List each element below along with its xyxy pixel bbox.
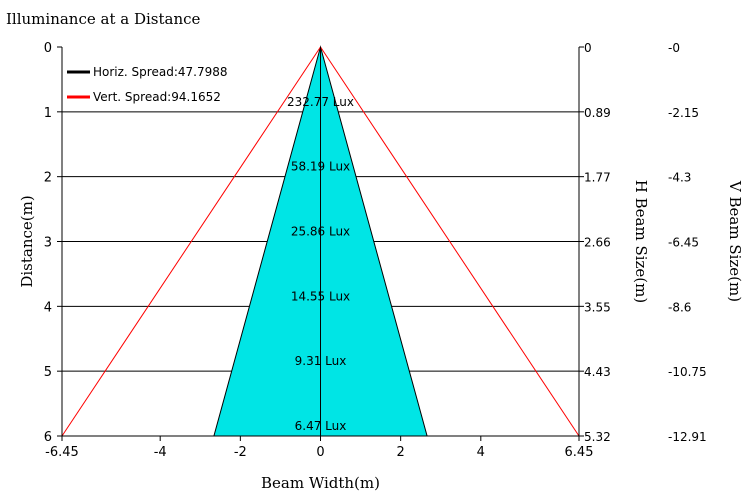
lux-label: 6.47 Lux (295, 419, 347, 433)
x-tick-label: -6.45 (45, 445, 79, 460)
lux-label: 14.55 Lux (291, 289, 350, 303)
lux-label: 25.86 Lux (291, 225, 350, 239)
h-beam-tick-label: 3.55 (584, 300, 611, 314)
lux-label: 9.31 Lux (295, 354, 347, 368)
v-beam-tick-label: -4.3 (668, 171, 691, 185)
h-beam-tick-label: 2.66 (584, 236, 611, 250)
x-tick-label: 2 (397, 445, 405, 460)
x-tick-label: 4 (477, 445, 485, 460)
chart-title: Illuminance at a Distance (6, 10, 201, 28)
h-beam-axis-label: H Beam Size(m) (632, 180, 650, 303)
x-axis-label: Beam Width(m) (261, 474, 380, 492)
vertical-spread-left-line (61, 46, 321, 437)
legend-entry: Horiz. Spread:47.7988 (93, 65, 227, 79)
y-tick-label: 4 (44, 300, 52, 315)
v-beam-tick-label: -12.91 (668, 430, 707, 444)
lux-label: 232.77 Lux (287, 95, 354, 109)
v-beam-tick-label: -10.75 (668, 365, 707, 379)
x-tick-label: 6.45 (565, 445, 594, 460)
x-tick-label: 0 (316, 445, 324, 460)
lux-label: 58.19 Lux (291, 160, 350, 174)
y-tick-label: 6 (44, 430, 52, 445)
v-beam-tick-label: -8.6 (668, 300, 691, 314)
h-beam-tick-label: 1.77 (584, 171, 611, 185)
vertical-spread-right-line (320, 46, 580, 437)
v-beam-tick-label: -2.15 (668, 106, 699, 120)
y-tick-label: 0 (44, 41, 52, 56)
v-beam-tick-label: -0 (668, 41, 680, 55)
h-beam-tick-label: 4.43 (584, 365, 611, 379)
y-tick-label: 3 (44, 236, 52, 251)
h-beam-tick-label: 0 (584, 41, 592, 55)
x-tick-label: -4 (154, 445, 167, 460)
h-beam-tick-label: 0.89 (584, 106, 611, 120)
h-beam-tick-label: 5.32 (584, 430, 611, 444)
legend-entry: Vert. Spread:94.1652 (93, 90, 221, 104)
y-axis-label: Distance(m) (18, 195, 36, 287)
y-tick-label: 2 (44, 171, 52, 186)
x-tick-label: -2 (234, 445, 247, 460)
y-tick-label: 5 (44, 365, 52, 380)
y-tick-label: 1 (44, 106, 52, 121)
v-beam-tick-label: -6.45 (668, 236, 699, 250)
v-beam-axis-label: V Beam Size(m) (726, 180, 744, 302)
